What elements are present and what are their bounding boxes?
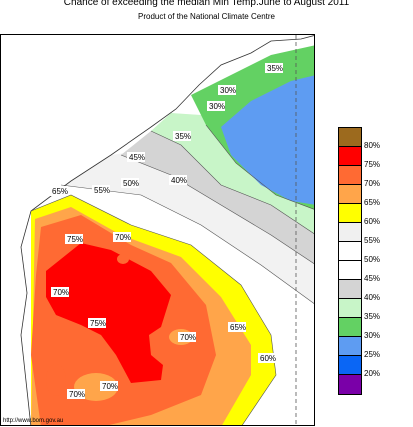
legend-label: 30% (364, 331, 381, 340)
legend-swatch (339, 223, 361, 242)
map-label: 30% (220, 86, 236, 95)
legend-swatch (339, 261, 361, 280)
map-title: Chance of exceeding the median Min Temp.… (63, 0, 350, 8)
band-35-light (151, 113, 314, 235)
footer-url: http://www.bom.gov.au (3, 418, 64, 424)
map-frame: 35% 30% 30% 35% 45% 40% 50% 55% 65% 75% … (0, 34, 315, 426)
legend-label: 45% (364, 274, 381, 283)
legend-label: 80% (364, 141, 381, 150)
legend-swatch (339, 299, 361, 318)
legend-swatch (339, 318, 361, 337)
map-label: 35% (267, 64, 283, 73)
legend-swatch (339, 204, 361, 223)
map-label: 55% (94, 186, 110, 195)
legend-label: 55% (364, 236, 381, 245)
band-75 (46, 243, 171, 383)
legend-label: 50% (364, 255, 381, 264)
legend-swatch (339, 147, 361, 166)
map-label: 50% (123, 179, 139, 188)
legend-label: 70% (364, 179, 381, 188)
map-label: 70% (53, 288, 69, 297)
map-label: 70% (115, 233, 131, 242)
map-label: 65% (230, 323, 246, 332)
color-legend (338, 127, 362, 395)
legend-swatch (339, 356, 361, 375)
legend-label: 60% (364, 217, 381, 226)
legend-swatch (339, 166, 361, 185)
legend-label: 40% (364, 293, 381, 302)
legend-labels: 80% 75% 70% 65% 60% 55% 50% 45% 40% 35% 30% 25% 20% (362, 127, 402, 378)
legend-label: 20% (364, 369, 381, 378)
map-label: 70% (69, 390, 85, 399)
legend-swatch (339, 185, 361, 204)
legend-label: 25% (364, 350, 381, 359)
probability-bands (21, 35, 314, 425)
band-25 (221, 75, 314, 205)
map-label: 65% (52, 187, 68, 196)
map-label: 30% (209, 102, 225, 111)
legend-label: 35% (364, 312, 381, 321)
map-label: 60% (260, 354, 276, 363)
contour-lines (30, 124, 314, 425)
map-label: 40% (171, 176, 187, 185)
map-subtitle: Product of the National Climate Centre (138, 12, 275, 21)
legend-swatch (339, 337, 361, 356)
legend-swatch (339, 375, 361, 394)
band-40 (121, 131, 314, 265)
western-australia-map: 35% 30% 30% 35% 45% 40% 50% 55% 65% 75% … (20, 35, 314, 425)
legend-swatch (339, 280, 361, 299)
map-label: 70% (102, 382, 118, 391)
contour-labels: 35% 30% 30% 35% 45% 40% 50% 55% 65% 75% … (50, 63, 283, 399)
legend-swatch (339, 128, 361, 147)
map-label: 70% (180, 333, 196, 342)
map-label: 35% (175, 132, 191, 141)
legend-label: 75% (364, 160, 381, 169)
legend-swatch (339, 242, 361, 261)
map-label: 75% (67, 235, 83, 244)
map-label: 75% (90, 319, 106, 328)
legend-label: 65% (364, 198, 381, 207)
map-label: 45% (129, 153, 145, 162)
coastline (20, 35, 314, 425)
